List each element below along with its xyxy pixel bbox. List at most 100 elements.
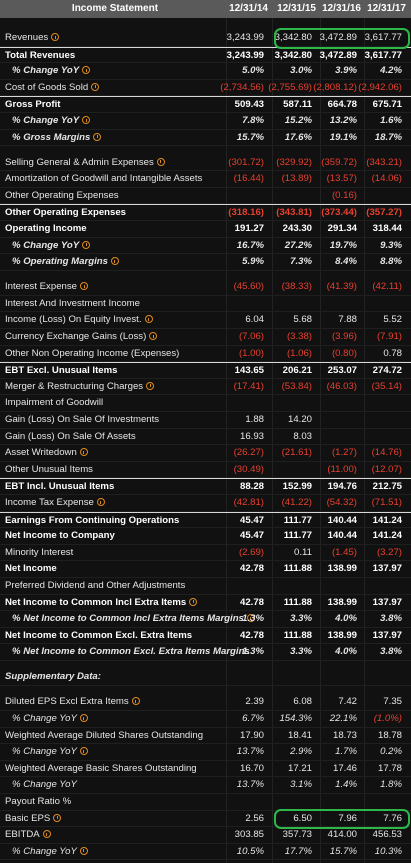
row-label: Revenues <box>5 30 60 46</box>
value-cell: 1.4% <box>335 779 357 791</box>
value-cell: 15.7% <box>329 845 357 857</box>
info-icon <box>91 82 100 91</box>
value-cell: 8.4% <box>335 256 357 268</box>
value-cell: 664.78 <box>327 99 357 111</box>
row-label: % Change YoY <box>12 777 77 793</box>
info-icon <box>82 116 91 124</box>
label-text: Basic EPS <box>5 812 51 824</box>
label-text: Selling General & Admin Expenses <box>5 156 154 168</box>
value-cell: 2.56 <box>245 812 264 824</box>
value-cell: 45.47 <box>239 514 264 526</box>
table-row: Other Unusual Items (30.49) (11.00) (12.07) <box>0 462 411 479</box>
value-cell: 3,617.77 <box>364 32 402 43</box>
value-cell: 3,243.99 <box>226 32 264 43</box>
label-text: EBT Excl. Unusual Items <box>5 365 118 377</box>
table-row: Minority Interest (2.69) 0.11 (1.45) (3.27) <box>0 545 411 562</box>
value-cell: 141.24 <box>372 530 402 542</box>
info-icon <box>189 597 198 606</box>
value-cell: 140.44 <box>327 530 357 542</box>
label-text: Payout Ratio % <box>5 796 72 807</box>
value-cell: 88.28 <box>239 481 264 493</box>
value-cell: 13.7% <box>236 779 264 791</box>
row-label: Other Operating Expenses <box>5 205 126 221</box>
table-row: EBT Incl. Unusual Items 88.28 152.99 194.76… <box>0 478 411 495</box>
value-cell: 5.52 <box>383 314 402 326</box>
value-cell: 4.2% <box>380 65 402 77</box>
value-cell: (46.03) <box>326 380 357 392</box>
info-icon <box>96 498 105 506</box>
label-text: Asset Writedown <box>5 447 77 459</box>
value-cell: 1.7% <box>335 746 357 758</box>
label-text: Currency Exchange Gains (Loss) <box>5 331 147 342</box>
row-label: Asset Writedown <box>5 445 88 461</box>
value-cell: 13.2% <box>329 115 357 126</box>
label-text: Impairment of Goodwill <box>5 397 104 409</box>
table-row: % Change YoY 13.7% 3.1% 1.4% 1.8% <box>0 777 411 794</box>
info-icon <box>93 132 102 141</box>
value-cell: 111.77 <box>283 530 312 542</box>
row-label: Income Tax Expense <box>5 495 105 511</box>
value-cell: (14.76) <box>371 447 402 459</box>
row-label: Net Income to Company <box>5 528 115 544</box>
table-row: Net Income to Common Incl Extra Items 42.… <box>0 595 411 612</box>
info-icon <box>149 332 158 340</box>
table-row: Income (Loss) On Equity Invest. 6.04 5.68 7… <box>0 312 411 329</box>
row-label: Cost of Goods Sold <box>5 80 100 96</box>
value-cell: 1.88 <box>245 414 264 425</box>
value-cell: 7.35 <box>383 696 402 708</box>
value-cell: 4.0% <box>335 646 357 658</box>
value-cell: (41.39) <box>326 281 357 293</box>
table-row: Gross Profit 509.43 587.11 664.78 675.71 <box>0 96 411 113</box>
label-text: Preferred Dividend and Other Adjustments <box>5 580 186 591</box>
row-label: Other Non Operating Income (Expenses) <box>5 346 179 362</box>
value-cell: (0.80) <box>331 347 357 359</box>
value-cell: 6.04 <box>245 314 264 326</box>
value-cell: 7.96 <box>338 812 357 824</box>
title: Income Statement <box>71 3 159 14</box>
row-label: Merger & Restructuring Charges <box>5 379 155 395</box>
value-cell: (17.41) <box>233 380 264 392</box>
info-icon <box>156 157 165 166</box>
value-cell: (71.51) <box>371 497 402 508</box>
value-cell: 3.8% <box>380 646 402 658</box>
row-label: % Change YoY <box>12 711 88 727</box>
value-cell: 8.8% <box>380 256 402 268</box>
table-row: % Change YoY 16.7% 27.2% 19.7% 9.3% <box>0 238 411 255</box>
value-cell: 19.1% <box>329 131 357 143</box>
table-row: Gain (Loss) On Sale Of Investments 1.88 14… <box>0 412 411 429</box>
row-label: Supplementary Data: <box>5 669 101 685</box>
table-row: Cost of Goods Sold (2,734.56) (2,755.69) (2… <box>0 80 411 97</box>
label-text: Amortization of Goodwill and Intangible … <box>5 173 203 185</box>
value-cell: 253.07 <box>327 365 357 377</box>
value-cell: (38.33) <box>281 281 312 293</box>
value-cell: 3.0% <box>290 65 312 77</box>
value-cell: (13.57) <box>326 173 357 185</box>
value-cell: 16.70 <box>239 762 264 774</box>
value-cell: (1.45) <box>331 546 357 558</box>
label-text: Other Non Operating Income (Expenses) <box>5 347 180 359</box>
table-row: Selling General & Admin Expenses (301.72)… <box>0 155 411 172</box>
value-cell: 18.78 <box>377 729 402 741</box>
label-text: % Change YoY <box>12 713 77 724</box>
info-icon <box>80 282 88 291</box>
value-cell: (13.89) <box>281 173 312 185</box>
value-cell: 318.44 <box>372 223 402 234</box>
value-cell: (301.72) <box>228 156 264 168</box>
label-text: Net Income to Common Excl. Extra Items <box>5 629 193 641</box>
info-icon <box>144 315 153 324</box>
row-label: Amortization of Goodwill and Intangible … <box>5 171 202 187</box>
row-label: % Operating Margins <box>12 254 119 270</box>
label-text: Supplementary Data: <box>5 671 101 683</box>
value-cell: (41.22) <box>281 497 312 508</box>
column-header: 12/31/16 <box>322 3 361 14</box>
value-cell: 154.3% <box>279 713 312 724</box>
column-header: 12/31/17 <box>367 3 406 14</box>
value-cell: (343.21) <box>366 156 402 168</box>
value-cell: (2,734.56) <box>220 81 264 93</box>
label-text: % Net Income to Common Incl Extra Items … <box>12 613 244 625</box>
value-cell: 10.5% <box>236 845 264 857</box>
value-cell: (35.14) <box>371 380 402 392</box>
value-cell: 456.53 <box>372 829 402 841</box>
value-cell: (1.27) <box>331 447 357 459</box>
info-icon <box>53 813 62 822</box>
